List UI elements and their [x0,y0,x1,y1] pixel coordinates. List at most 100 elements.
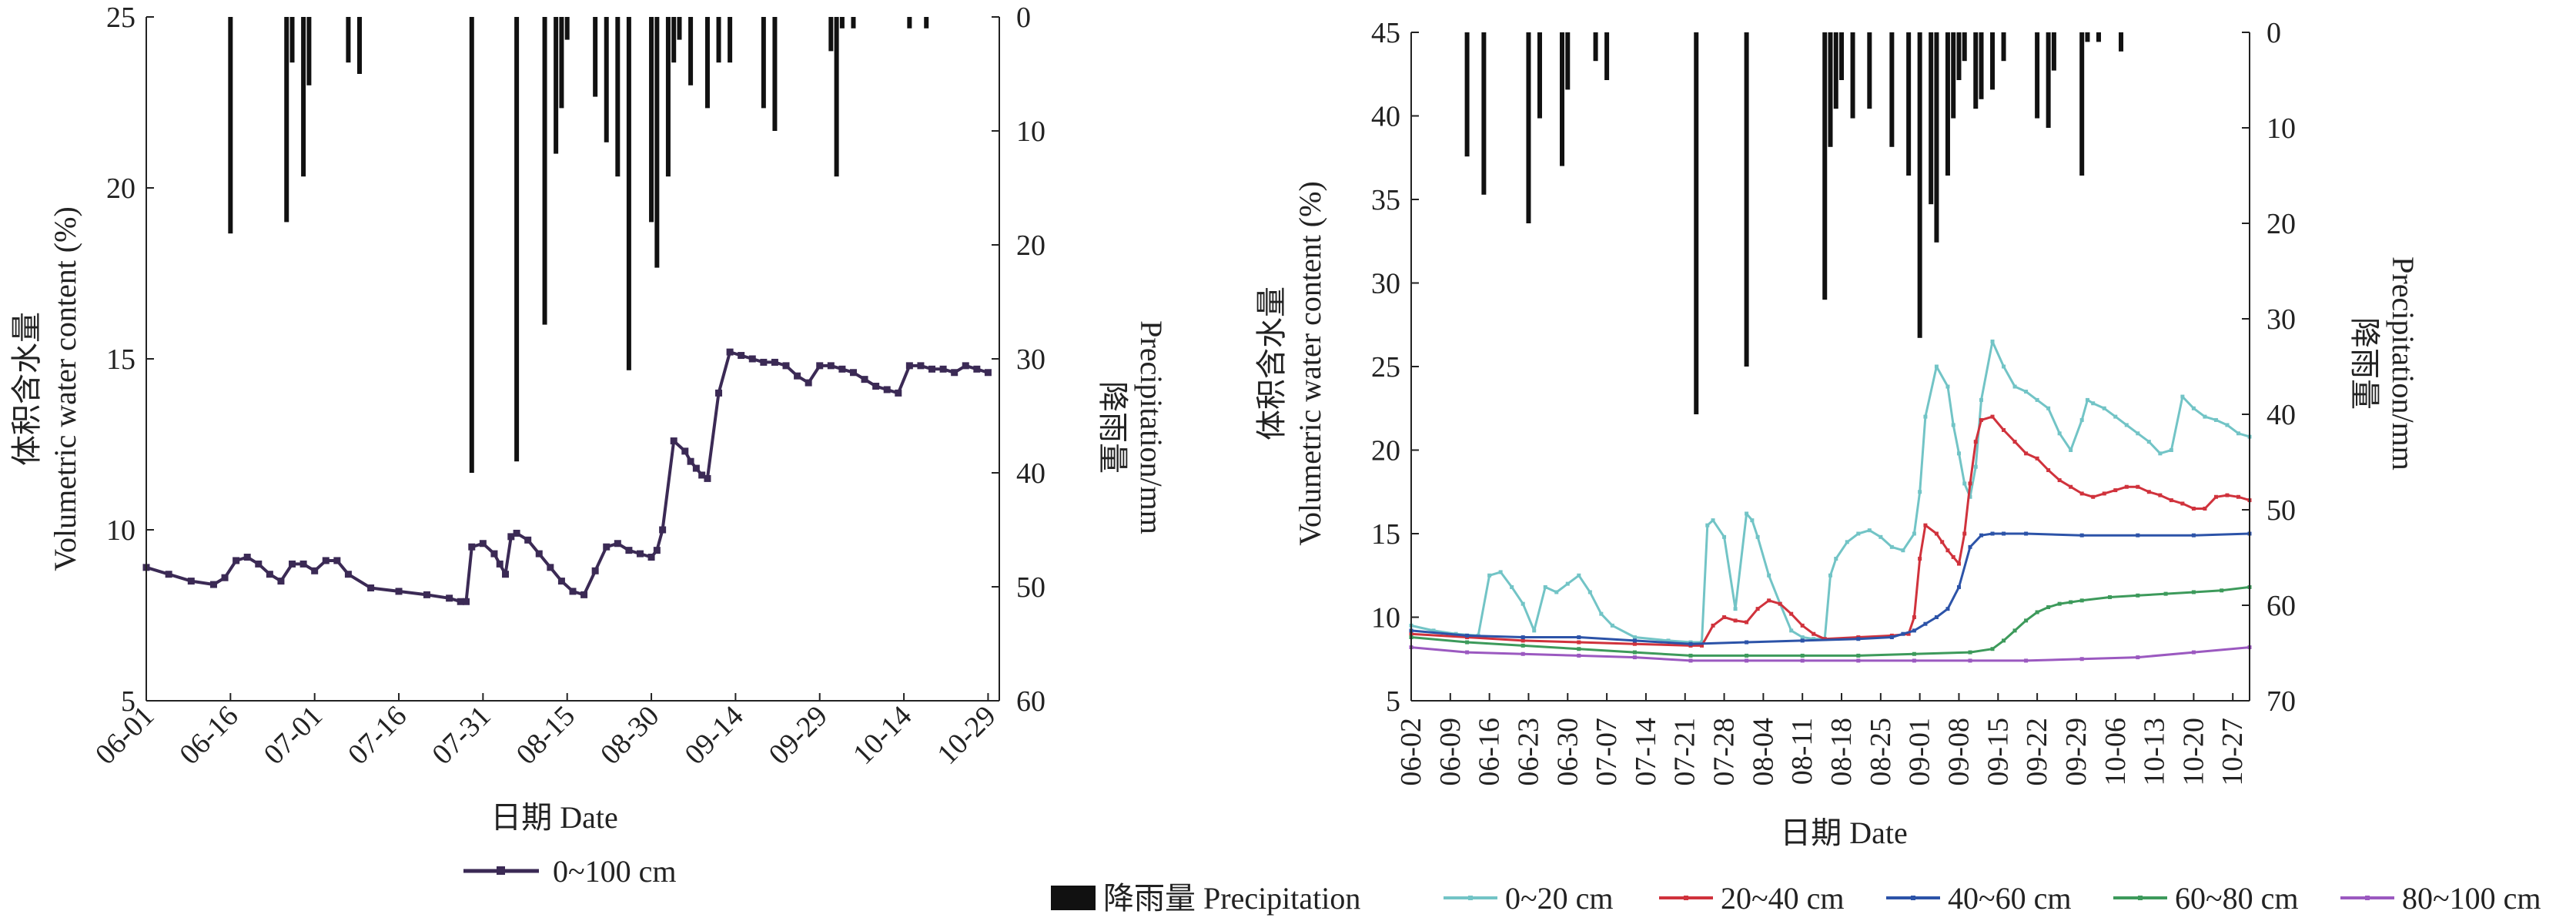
precip-bar [469,17,474,473]
y2-tick-label: 70 [2267,685,2296,718]
data-point [1878,534,1883,539]
precip-bar [554,17,559,154]
legend-swatch-marker [1911,896,1915,900]
precip-bar [1945,32,1950,176]
legend-swatch-marker [2365,896,2370,900]
data-point [681,447,689,455]
precip-bar [1906,32,1912,176]
x-tick-label: 08-11 [1786,718,1818,785]
data-point [861,376,868,383]
y2-tick-label: 20 [1016,229,1045,262]
data-point [1856,637,1861,641]
data-point [1688,641,1693,646]
precip-bar [761,17,766,109]
data-point [625,547,633,554]
data-point [1918,557,1922,561]
y-tick-label: 40 [1371,101,1400,133]
data-point [1973,464,1978,469]
y-tick-label: 15 [1371,518,1400,551]
precip-bar [1962,32,1967,62]
precip-bar [1839,32,1845,80]
data-point [1521,651,1525,656]
data-point [1532,628,1537,633]
data-point [209,581,217,588]
x-tick-label: 09-14 [678,700,749,771]
data-point [1962,531,1967,536]
data-point [1968,650,1972,655]
data-point [591,567,599,574]
left-y2-axis-label-cn: 降雨量 [1096,381,1130,474]
data-point [2057,478,2062,483]
data-point [1812,637,1816,641]
x-tick-label: 07-14 [1630,718,1662,786]
right-x-axis-label: 日期 Date [1780,816,1908,850]
data-point [715,389,723,397]
data-point [760,358,768,366]
precip-bar [677,17,682,40]
data-point [535,550,543,558]
data-point [2158,451,2163,456]
data-point [1912,531,1916,536]
data-point [816,362,824,370]
data-point [917,362,925,370]
x-tick-label: 07-31 [426,700,497,771]
precip-bar [228,17,233,234]
data-point [838,365,846,373]
right-y2-axis-label-en: Precipitation/mm [2386,256,2420,471]
precip-bar [289,17,295,63]
data-point [1906,631,1911,636]
data-point [1733,607,1738,611]
data-point [1845,540,1849,544]
data-point [872,383,880,390]
data-point [2169,498,2173,503]
y-tick-label: 45 [1371,17,1400,49]
data-point [221,574,229,581]
data-point [2191,533,2196,538]
x-tick-label: 06-16 [173,700,244,771]
data-point [1521,635,1525,640]
data-point [2002,427,2006,432]
data-point [1951,554,1955,559]
data-point [1465,633,1470,638]
precip-bar [1593,32,1598,62]
precip-bar [834,17,839,177]
data-point [1498,570,1503,574]
data-point [2108,594,2112,599]
precip-bar [1744,32,1749,367]
data-point [1889,635,1894,640]
x-tick-label: 10-29 [931,700,1002,771]
data-point [2046,406,2051,410]
y2-tick-label: 40 [2267,399,2296,431]
precip-bar [716,17,721,63]
data-point [1610,623,1614,628]
data-point [1912,628,1916,633]
data-point [2136,431,2140,436]
data-point [1767,598,1771,603]
data-point [647,554,655,561]
data-point [395,588,403,595]
data-point [1979,533,1984,538]
x-tick-label: 08-30 [594,700,665,771]
legend-swatch-precipitation [1051,886,1096,910]
data-point [1800,638,1805,643]
left-x-axis-label: 日期 Date [490,800,618,835]
y2-tick-label: 20 [2267,208,2296,240]
data-point [1711,623,1715,628]
data-point [1968,494,1972,499]
data-point [1688,658,1693,663]
data-point [1856,531,1861,536]
data-point [2079,598,2084,603]
data-point [2191,590,2196,594]
precip-bar [1694,32,1699,414]
data-point [490,550,498,558]
data-point [547,564,554,571]
precip-bar [564,17,570,40]
data-point [2024,618,2029,623]
precip-bar [1828,32,1833,147]
x-tick-label: 07-16 [342,700,413,771]
legend-swatch-marker [1684,896,1688,900]
data-point [1722,534,1727,539]
x-tick-label: 10-06 [2099,718,2132,786]
x-tick-label: 10-13 [2139,718,2171,786]
